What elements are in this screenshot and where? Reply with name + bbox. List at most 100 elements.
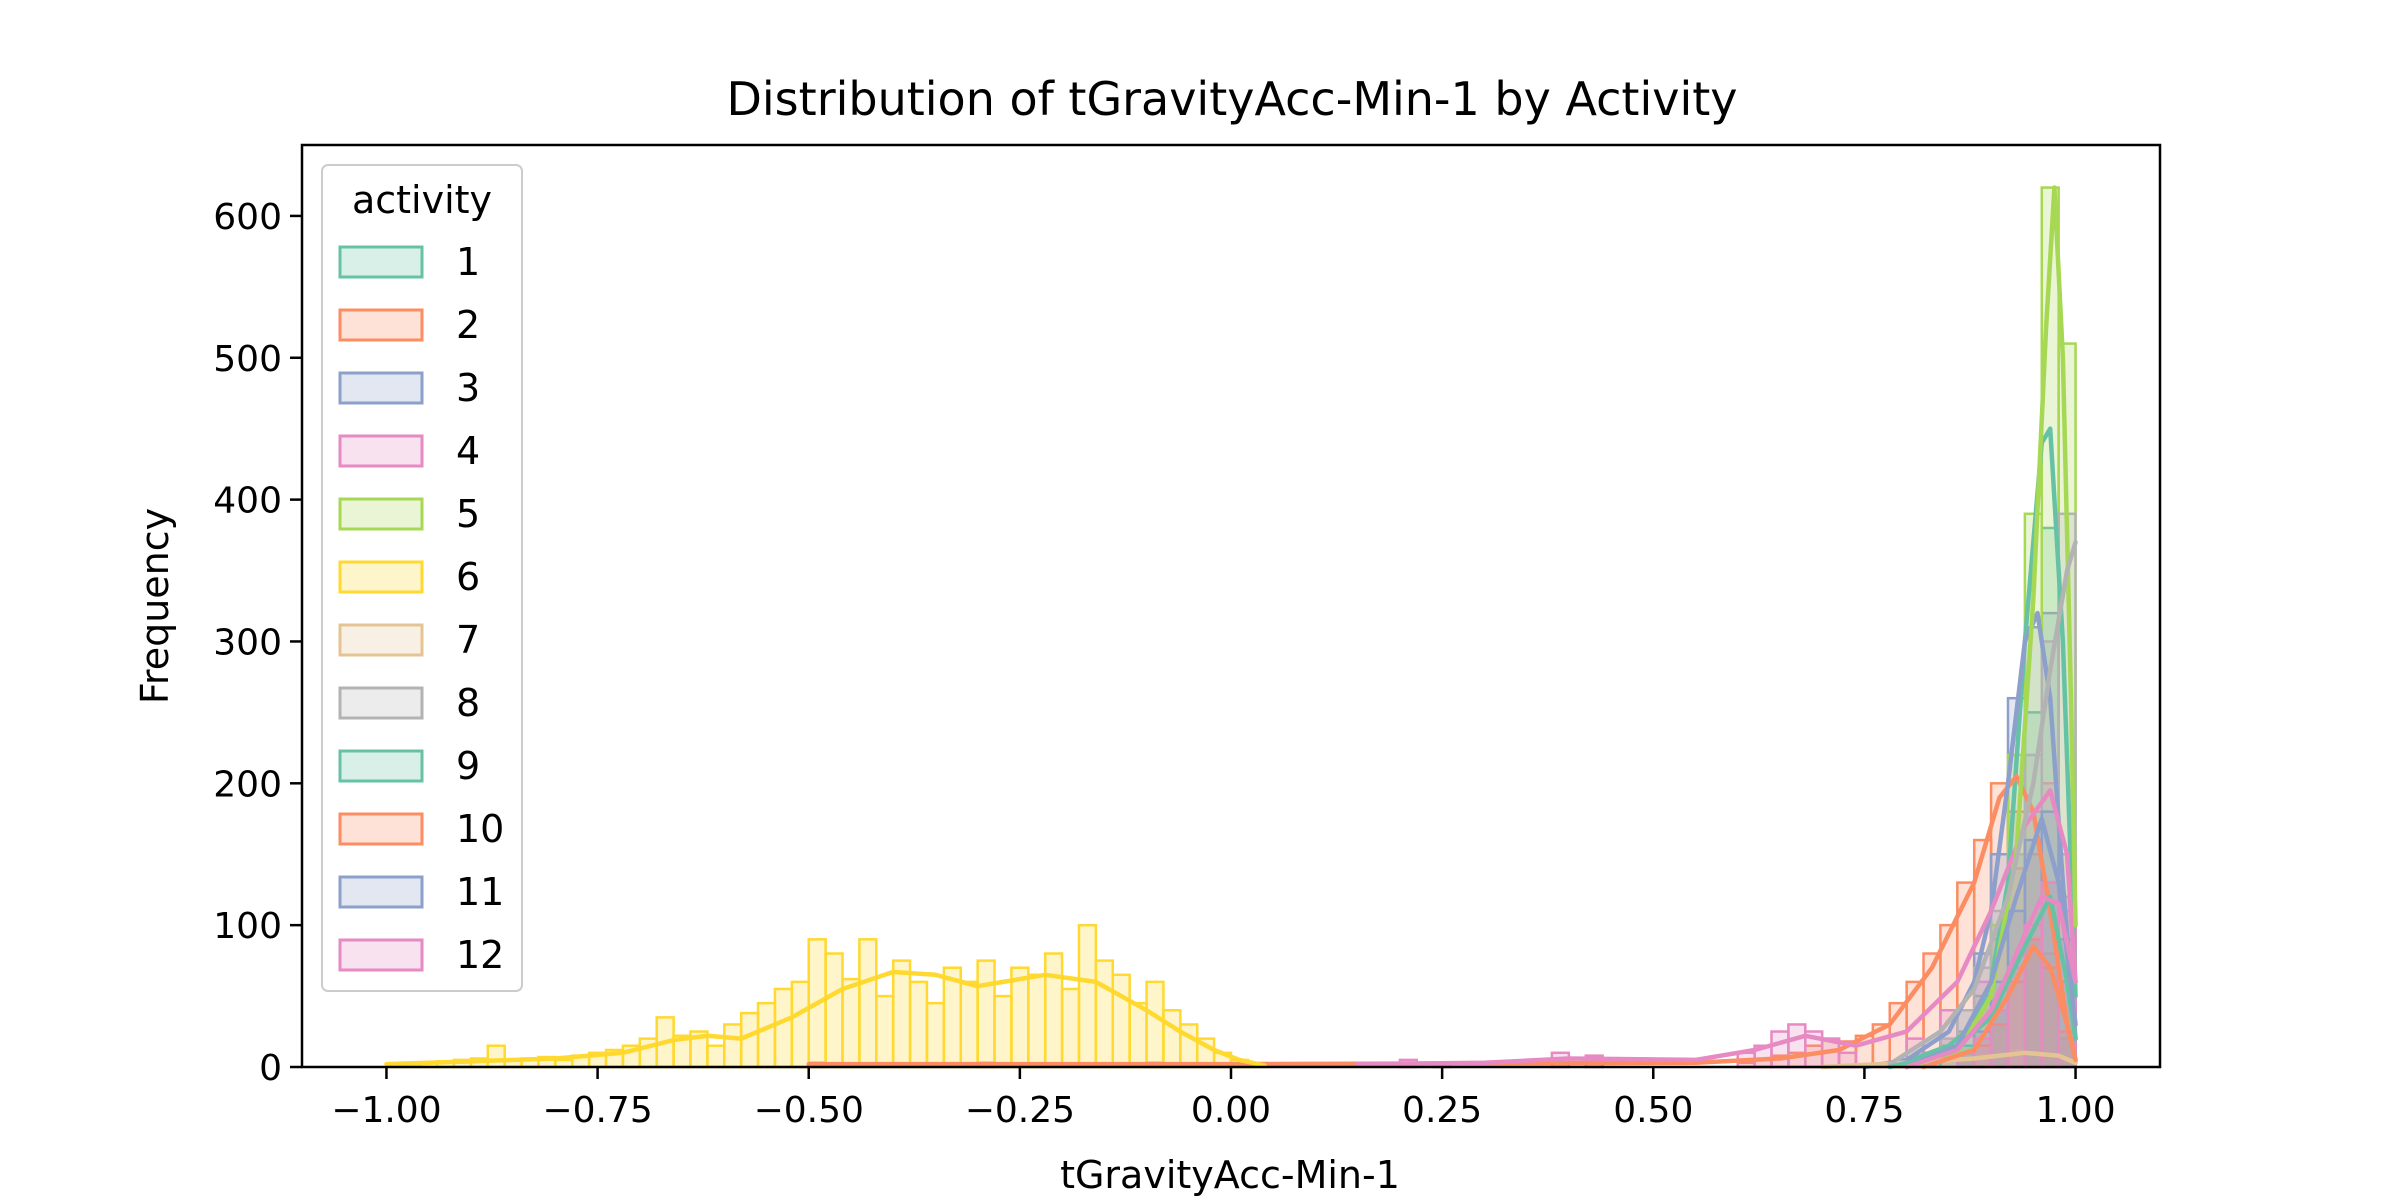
histogram-bar: [790, 980, 810, 1069]
kde-line-11: [1904, 816, 2078, 1070]
legend-swatch: [338, 749, 424, 783]
histogram-bar: [1128, 1001, 1148, 1069]
chart-title: Distribution of tGravityAcc-Min-1 by Act…: [726, 72, 1737, 126]
histogram-bar: [824, 952, 844, 1069]
histogram-bar: [841, 977, 861, 1069]
legend-label: 10: [456, 807, 504, 851]
histogram-bar: [723, 1023, 743, 1069]
legend-entry-2: 2: [338, 303, 480, 347]
legend-entry-7: 7: [338, 618, 480, 662]
kde-line-4: [1355, 788, 2078, 1067]
legend-swatch: [338, 497, 424, 531]
x-axis: −1.00 −0.75 −0.50 −0.25 0.00 0.25 0.50 0.75 1.00: [331, 1067, 2116, 1131]
x-tick-label: 0.50: [1613, 1090, 1693, 1131]
legend-entry-12: 12: [338, 933, 504, 977]
y-tick-label: 300: [213, 622, 282, 663]
legend-swatch: [338, 371, 424, 405]
y-axis-title: Frequency: [133, 508, 177, 704]
histogram-bar: [1145, 980, 1165, 1069]
legend-entry-11: 11: [338, 870, 504, 914]
legend-label: 7: [456, 618, 480, 662]
kde-line-1: [1862, 426, 2078, 1070]
legend-swatch: [338, 623, 424, 657]
histogram-bar: [1787, 1023, 1807, 1069]
legend-label: 6: [456, 555, 480, 599]
kde-line-5: [1904, 185, 2078, 1070]
legend-swatch: [338, 938, 424, 972]
y-tick-label: 600: [213, 197, 282, 238]
y-axis: 0 100 200 300 400 500 600: [213, 197, 302, 1089]
x-axis-title: tGravityAcc-Min-1: [1060, 1153, 1400, 1197]
histogram-bar: [739, 1011, 760, 1069]
histogram-bar: [993, 994, 1013, 1069]
histogram-bar: [1010, 966, 1030, 1069]
legend-entry-10: 10: [338, 807, 504, 851]
kde-line-2: [806, 773, 2078, 1067]
x-tick-label: −1.00: [331, 1090, 441, 1131]
legend-entry-3: 3: [338, 366, 480, 410]
legend-label: 4: [456, 429, 480, 473]
kde-line-10: [1921, 944, 2078, 1070]
legend-swatch: [338, 308, 424, 342]
histogram-bar: [1043, 952, 1064, 1069]
histogram-bar: [976, 959, 996, 1069]
histogram-bar: [773, 987, 794, 1069]
x-tick-label: 0.25: [1402, 1090, 1482, 1131]
x-tick-label: 1.00: [2035, 1090, 2115, 1131]
histogram-bar: [858, 938, 878, 1069]
y-tick-label: 400: [213, 481, 282, 522]
histogram-bar: [908, 980, 929, 1069]
legend-label: 2: [456, 303, 480, 347]
y-tick-label: 100: [213, 906, 282, 947]
legend-label: 9: [456, 744, 480, 788]
legend-swatch: [338, 686, 424, 720]
histogram-bar: [486, 1044, 506, 1069]
legend-entry-4: 4: [338, 429, 480, 473]
histogram-bar: [1770, 1030, 1790, 1069]
histogram-bar: [925, 1001, 946, 1069]
x-tick-label: 0.75: [1824, 1090, 1904, 1131]
histogram-bar: [706, 1044, 726, 1069]
legend-entry-8: 8: [338, 681, 480, 725]
x-tick-label: −0.50: [754, 1090, 864, 1131]
histogram-bar: [875, 994, 895, 1069]
x-tick-label: 0.00: [1191, 1090, 1271, 1131]
legend-label: 12: [456, 933, 504, 977]
histogram-bar: [1027, 973, 1047, 1069]
kde-line-3: [1862, 610, 2078, 1070]
x-tick-label: −0.75: [542, 1090, 652, 1131]
legend-swatch: [338, 812, 424, 846]
histogram-bar: [1111, 973, 1131, 1069]
histogram-bar: [1162, 1009, 1182, 1069]
legend-swatch: [338, 434, 424, 468]
legend-swatch: [338, 875, 424, 909]
legend-label: 1: [456, 240, 480, 284]
histogram-bar: [1077, 923, 1098, 1069]
kde-line-12: [1904, 894, 2078, 1070]
histogram-bar: [1094, 959, 1115, 1069]
legend-entry-6: 6: [338, 555, 480, 599]
kde-layer: [384, 185, 2078, 1070]
legend-entry-1: 1: [338, 240, 480, 284]
y-tick-label: 500: [213, 339, 282, 380]
histogram-bar: [1060, 987, 1081, 1069]
kde-line-8: [1887, 539, 2078, 1067]
legend-entry-9: 9: [338, 744, 480, 788]
histogram-bar: [959, 980, 979, 1069]
histogram-bar: [891, 959, 912, 1069]
legend-label: 3: [456, 366, 480, 410]
legend-label: 11: [456, 870, 504, 914]
kde-line-6: [384, 969, 1268, 1068]
histogram-bar: [756, 1001, 777, 1069]
legend-entry-5: 5: [338, 492, 480, 536]
y-tick-label: 0: [259, 1048, 282, 1089]
y-tick-label: 200: [213, 764, 282, 805]
legend-swatch: [338, 560, 424, 594]
legend-label: 8: [456, 681, 480, 725]
legend-title: activity: [352, 178, 492, 222]
legend-swatch: [338, 245, 424, 279]
x-tick-label: −0.25: [965, 1090, 1075, 1131]
legend-label: 5: [456, 492, 480, 536]
